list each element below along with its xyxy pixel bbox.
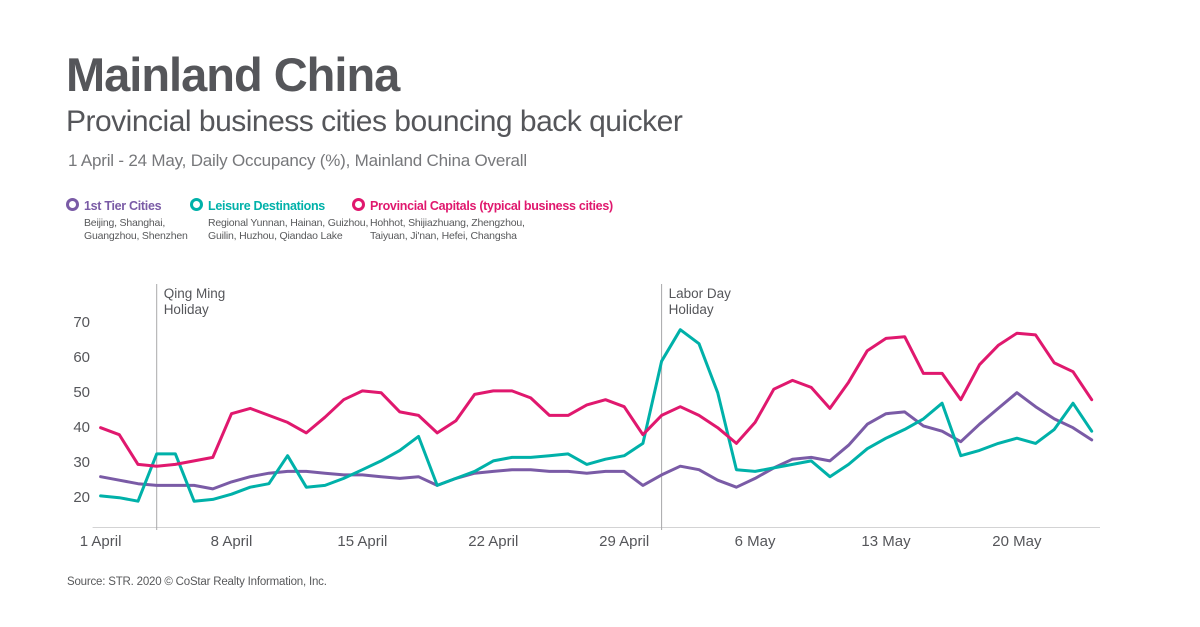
- page-title: Mainland China: [66, 48, 400, 101]
- y-tick-label: 50: [73, 383, 90, 401]
- legend-circle-icon: [352, 198, 365, 211]
- legend-item-1st-tier-cities: 1st Tier Cities Beijing, Shanghai, Guang…: [66, 197, 188, 242]
- page-subtitle: Provincial business cities bouncing back…: [66, 105, 683, 138]
- legend-sublabel: Regional Yunnan, Hainan, Guizhou, Guilin…: [208, 217, 369, 242]
- annotation-labor-day: Labor Day Holiday: [668, 286, 731, 317]
- legend-label: Leisure Destinations: [208, 199, 325, 213]
- x-tick-label: 15 April: [337, 533, 388, 550]
- x-tick-label: 22 April: [468, 533, 519, 550]
- x-tick-label: 1 April: [79, 533, 122, 550]
- y-tick-label: 40: [73, 418, 90, 436]
- x-tick-label: 13 May: [861, 533, 911, 550]
- y-tick-label: 60: [73, 348, 90, 366]
- legend-item-provincial-capitals: Provincial Capitals (typical business ci…: [352, 197, 613, 242]
- y-tick-label: 30: [73, 453, 90, 471]
- legend-item-leisure-destinations: Leisure Destinations Regional Yunnan, Ha…: [190, 197, 368, 242]
- x-tick-label: 8 April: [210, 533, 253, 550]
- y-tick-label: 20: [73, 488, 90, 506]
- legend-label: Provincial Capitals (typical business ci…: [370, 199, 613, 213]
- source-note: Source: STR. 2020 © CoStar Realty Inform…: [67, 576, 327, 588]
- y-tick-label: 70: [73, 313, 90, 331]
- x-tick-label: 20 May: [992, 533, 1042, 550]
- legend-label: 1st Tier Cities: [84, 199, 162, 213]
- chart-caption: 1 April - 24 May, Daily Occupancy (%), M…: [68, 151, 527, 170]
- x-tick-label: 29 April: [599, 533, 650, 550]
- series-line-provincial-capitals: [99, 331, 1094, 468]
- legend-sublabel: Hohhot, Shijiazhuang, Zhengzhou, Taiyuan…: [370, 217, 525, 242]
- series-line-1st-tier-cities: [99, 391, 1094, 491]
- legend-circle-icon: [190, 198, 203, 211]
- legend-sublabel: Beijing, Shanghai, Guangzhou, Shenzhen: [84, 217, 188, 242]
- series-line-leisure-destinations: [99, 328, 1094, 503]
- chart-legend: 1st Tier Cities Beijing, Shanghai, Guang…: [0, 0, 1200, 242]
- x-tick-label: 6 May: [734, 533, 776, 550]
- annotation-qing-ming: Qing Ming Holiday: [163, 286, 226, 317]
- legend-circle-icon: [66, 198, 79, 211]
